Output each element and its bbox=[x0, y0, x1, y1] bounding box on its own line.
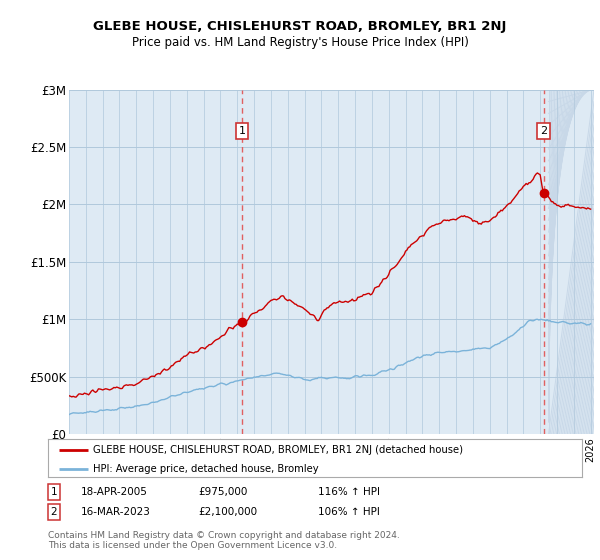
Text: GLEBE HOUSE, CHISLEHURST ROAD, BROMLEY, BR1 2NJ: GLEBE HOUSE, CHISLEHURST ROAD, BROMLEY, … bbox=[94, 20, 506, 32]
Text: 1: 1 bbox=[239, 126, 245, 136]
Text: £2,100,000: £2,100,000 bbox=[198, 507, 257, 517]
Text: 16-MAR-2023: 16-MAR-2023 bbox=[81, 507, 151, 517]
Text: GLEBE HOUSE, CHISLEHURST ROAD, BROMLEY, BR1 2NJ (detached house): GLEBE HOUSE, CHISLEHURST ROAD, BROMLEY, … bbox=[94, 445, 463, 455]
Text: 1: 1 bbox=[50, 487, 58, 497]
Text: Contains HM Land Registry data © Crown copyright and database right 2024.
This d: Contains HM Land Registry data © Crown c… bbox=[48, 531, 400, 550]
Text: 116% ↑ HPI: 116% ↑ HPI bbox=[318, 487, 380, 497]
Text: HPI: Average price, detached house, Bromley: HPI: Average price, detached house, Brom… bbox=[94, 464, 319, 474]
Text: 18-APR-2005: 18-APR-2005 bbox=[81, 487, 148, 497]
Text: Price paid vs. HM Land Registry's House Price Index (HPI): Price paid vs. HM Land Registry's House … bbox=[131, 36, 469, 49]
Text: £975,000: £975,000 bbox=[198, 487, 247, 497]
Text: 2: 2 bbox=[50, 507, 58, 517]
Text: 2: 2 bbox=[540, 126, 547, 136]
Text: 106% ↑ HPI: 106% ↑ HPI bbox=[318, 507, 380, 517]
